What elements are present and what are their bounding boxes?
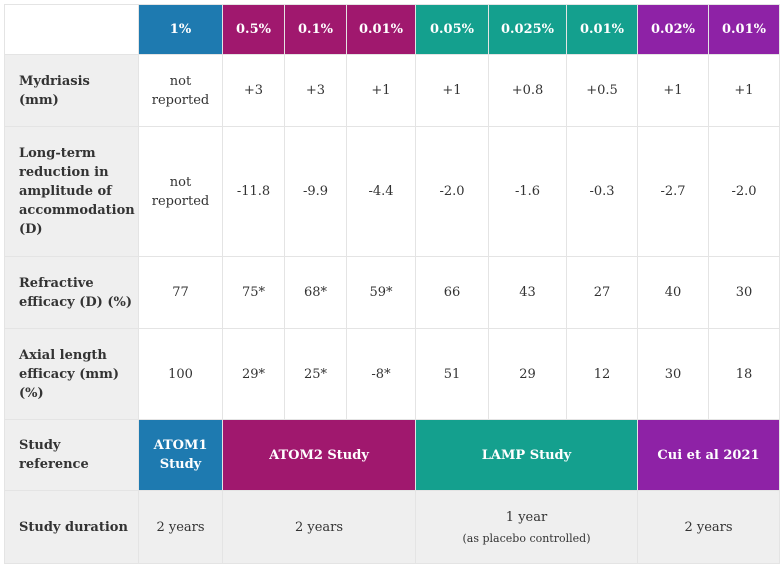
table-cell: 68* (285, 257, 347, 329)
study-duration-atom1: 2 years (139, 491, 223, 564)
table-cell: not reported (139, 127, 223, 257)
table-cell: -4.4 (347, 127, 416, 257)
table-row: Mydriasis (mm) not reported +3 +3 +1 +1 … (4, 55, 780, 127)
study-reference-atom1: ATOM1 Study (139, 420, 223, 491)
table-cell: -8* (347, 329, 416, 420)
table-cell: -11.8 (223, 127, 285, 257)
study-reference-cui: Cui et al 2021 (638, 420, 780, 491)
table-cell: +0.5 (567, 55, 638, 127)
atropine-comparison-table: 1% 0.5% 0.1% 0.01% 0.05% 0.025% 0.01% 0.… (4, 4, 780, 564)
table-cell: 30 (638, 329, 709, 420)
concentration-header: 0.01% (709, 4, 780, 55)
table-row: Axial length efficacy (mm) (%) 100 29* 2… (4, 329, 780, 420)
row-label-accommodation: Long-term reduction in amplitude of acco… (4, 127, 139, 257)
table-cell: 29 (489, 329, 567, 420)
study-duration-atom2: 2 years (223, 491, 416, 564)
table-cell: 29* (223, 329, 285, 420)
concentration-header: 0.5% (223, 4, 285, 55)
study-duration-lamp-value: 1 year (505, 509, 548, 525)
concentration-header: 0.1% (285, 4, 347, 55)
study-duration-lamp: 1 year (as placebo controlled) (416, 491, 638, 564)
table-cell: -1.6 (489, 127, 567, 257)
table-cell: 30 (709, 257, 780, 329)
study-duration-row: Study duration 2 years 2 years 1 year (a… (4, 491, 780, 564)
concentration-header: 0.025% (489, 4, 567, 55)
table-cell: +1 (709, 55, 780, 127)
row-label-axial-length-efficacy: Axial length efficacy (mm) (%) (4, 329, 139, 420)
table-cell: +3 (223, 55, 285, 127)
study-duration-cui: 2 years (638, 491, 780, 564)
table-cell: -0.3 (567, 127, 638, 257)
table-cell: 43 (489, 257, 567, 329)
concentration-header: 0.02% (638, 4, 709, 55)
concentration-header-row: 1% 0.5% 0.1% 0.01% 0.05% 0.025% 0.01% 0.… (4, 4, 780, 55)
row-label-study-reference: Study reference (4, 420, 139, 491)
table-cell: -9.9 (285, 127, 347, 257)
study-reference-lamp: LAMP Study (416, 420, 638, 491)
concentration-header: 0.01% (347, 4, 416, 55)
table-row: Refractive efficacy (D) (%) 77 75* 68* 5… (4, 257, 780, 329)
concentration-header: 0.05% (416, 4, 489, 55)
table-cell: +1 (638, 55, 709, 127)
table-cell: 40 (638, 257, 709, 329)
table-cell: 75* (223, 257, 285, 329)
row-label-refractive-efficacy: Refractive efficacy (D) (%) (4, 257, 139, 329)
table-cell: +1 (347, 55, 416, 127)
study-reference-atom2: ATOM2 Study (223, 420, 416, 491)
study-reference-row: Study reference ATOM1 Study ATOM2 Study … (4, 420, 780, 491)
concentration-header: 1% (139, 4, 223, 55)
table-cell: 27 (567, 257, 638, 329)
table-cell: 12 (567, 329, 638, 420)
table-cell: 77 (139, 257, 223, 329)
row-label-study-duration: Study duration (4, 491, 139, 564)
table-cell: 100 (139, 329, 223, 420)
corner-cell (4, 4, 139, 55)
table-cell: 59* (347, 257, 416, 329)
study-duration-lamp-note: (as placebo controlled) (462, 531, 591, 545)
table-cell: +3 (285, 55, 347, 127)
table-cell: -2.0 (709, 127, 780, 257)
table-cell: not reported (139, 55, 223, 127)
table-cell: 25* (285, 329, 347, 420)
table-cell: 18 (709, 329, 780, 420)
table-cell: +0.8 (489, 55, 567, 127)
table-cell: 51 (416, 329, 489, 420)
table-cell: -2.0 (416, 127, 489, 257)
concentration-header: 0.01% (567, 4, 638, 55)
table-cell: -2.7 (638, 127, 709, 257)
table-cell: 66 (416, 257, 489, 329)
table-cell: +1 (416, 55, 489, 127)
table-row: Long-term reduction in amplitude of acco… (4, 127, 780, 257)
row-label-mydriasis: Mydriasis (mm) (4, 55, 139, 127)
